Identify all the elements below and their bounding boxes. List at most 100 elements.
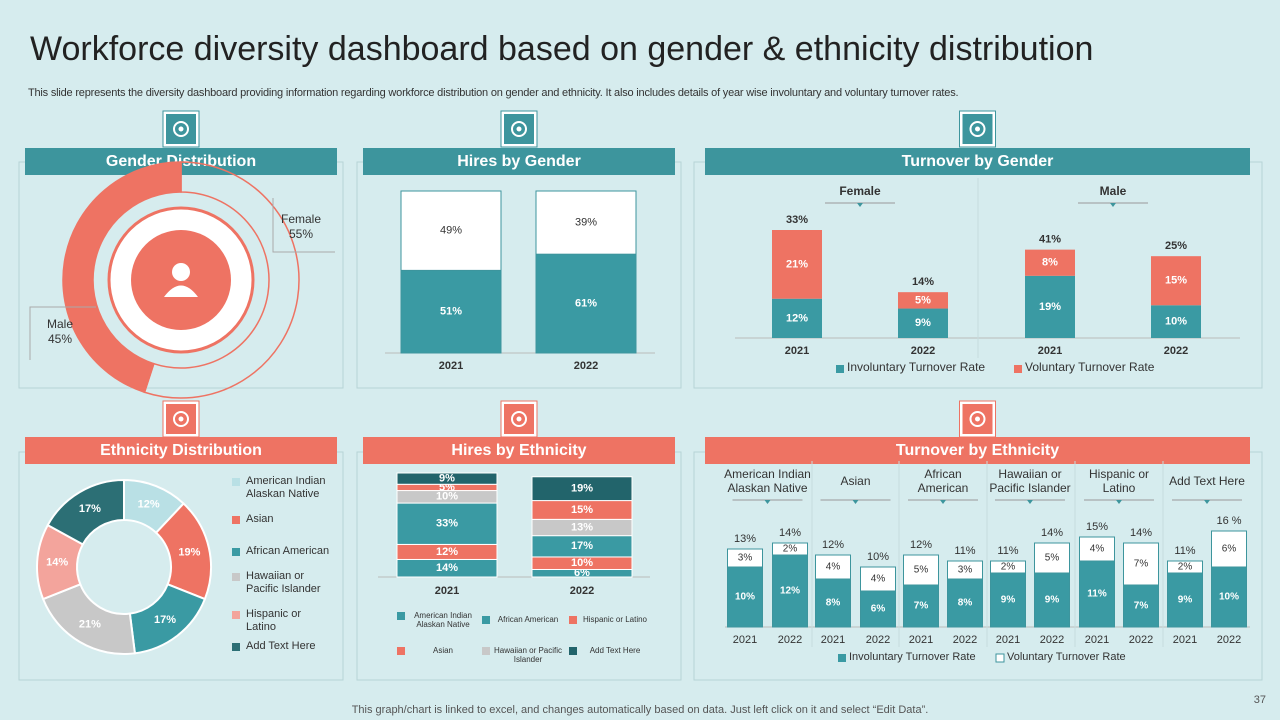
legend-swatch (232, 611, 240, 619)
x-tick-label: 2021 (733, 634, 757, 646)
legend-label: Involuntary Turnover Rate (849, 650, 976, 663)
bar-segment (1025, 249, 1075, 276)
segment-label: 8% (958, 598, 973, 609)
group-pointer (852, 500, 859, 504)
segment-label: 10% (1165, 316, 1187, 328)
x-tick-label: 2022 (953, 634, 977, 646)
bar-segment (1123, 542, 1159, 586)
ring-slice (143, 161, 300, 399)
bar-segment (1034, 572, 1070, 628)
bar-segment (727, 566, 763, 628)
panel-title: Hires by Ethnicity (451, 442, 586, 459)
panel-header (25, 437, 337, 464)
bar-segment (947, 578, 983, 628)
panel-title: Turnover by Ethnicity (896, 442, 1059, 459)
bar-segment (1167, 560, 1203, 574)
x-tick-label: 2021 (909, 634, 933, 646)
page-number: 37 (1253, 694, 1266, 706)
bar-segment (772, 554, 808, 628)
group-label: Add Text Here (1169, 474, 1245, 489)
segment-label: 5% (915, 294, 931, 306)
icon-glyph (969, 411, 986, 427)
panel-title: Turnover by Gender (902, 153, 1054, 170)
total-label: 15% (1086, 521, 1108, 533)
bar-segment (860, 566, 896, 592)
bar-segment (531, 476, 633, 502)
total-label: 16 % (1216, 515, 1241, 527)
total-label: 11% (954, 545, 975, 557)
group-pointer (1204, 500, 1210, 504)
group-label: Hispanic or Latino (1088, 467, 1150, 495)
legend-swatch (232, 643, 240, 651)
bar-segment (990, 560, 1026, 574)
group-pointer (764, 500, 771, 504)
donut-slice (46, 478, 125, 546)
segment-label: 33% (436, 518, 458, 530)
legend-swatch (232, 478, 240, 486)
bar-segment (1123, 584, 1159, 628)
group-pointer (940, 500, 946, 504)
bar-segment (1151, 305, 1201, 338)
bar-segment (400, 269, 502, 354)
segment-label: 6% (1222, 544, 1237, 555)
legend-swatch (232, 573, 240, 581)
x-tick-label: 2021 (996, 634, 1020, 646)
segment-label: 39% (575, 216, 597, 228)
legend-label: Asian (432, 645, 453, 655)
bar-segment (1034, 542, 1070, 574)
segment-label: 2% (1178, 562, 1193, 573)
legend-label: American Indian Alaskan Native (246, 475, 326, 500)
legend-label: Hawaiian or Pacific Islander (246, 570, 321, 595)
segment-label: 7% (1134, 601, 1149, 612)
segment-label: 13% (571, 521, 593, 533)
bar-segment (396, 502, 498, 545)
segment-label: 5% (914, 565, 929, 576)
x-tick-label: 2021 (821, 634, 845, 646)
segment-label: 8% (1042, 257, 1058, 269)
legend-swatch (232, 548, 240, 556)
panel-title: Ethnicity Distribution (100, 442, 262, 459)
bar-segment (1079, 536, 1115, 562)
x-tick-label: 2022 (1040, 634, 1064, 646)
segment-label: 21% (786, 258, 808, 270)
bar-segment (898, 292, 948, 309)
segment-label: 6% (871, 604, 886, 615)
legend-label: Asian (246, 513, 274, 525)
icon-glyph (969, 121, 986, 137)
total-label: 12% (822, 539, 844, 551)
legend-label: Voluntary Turnover Rate (1007, 650, 1126, 663)
x-tick-label: 2022 (1164, 345, 1188, 357)
segment-label: 12% (436, 546, 458, 558)
segment-label: 4% (826, 562, 841, 573)
group-label: Hawaiian or Pacific Islander (989, 467, 1071, 495)
group-pointer (1110, 203, 1116, 207)
panel-header (363, 148, 675, 175)
x-tick-label: 2022 (570, 585, 594, 597)
segment-label: 10% (571, 557, 593, 569)
bar-segment (815, 578, 851, 628)
group-label: Male (1099, 184, 1127, 199)
bar-segment (903, 554, 939, 586)
total-label: 41% (1039, 234, 1061, 246)
segment-label: 9% (439, 473, 455, 485)
x-tick-label: 2021 (1038, 345, 1062, 357)
segment-label: 2% (783, 544, 798, 555)
segment-label: 49% (440, 225, 462, 237)
slice-label: Female (281, 212, 321, 226)
segment-label: 6% (574, 567, 590, 579)
icon-glyph (516, 126, 522, 132)
icon-glyph (975, 416, 980, 422)
legend-swatch (569, 616, 577, 624)
legend-swatch (1014, 365, 1022, 373)
segment-label: 14% (436, 562, 458, 574)
icon-glyph (516, 416, 522, 422)
legend-label: Hispanic or Latino (582, 614, 648, 624)
group-label: African American (917, 467, 969, 495)
legend-swatch (397, 647, 405, 655)
icon-glyph (975, 126, 980, 132)
segment-label: 10% (735, 592, 755, 603)
bar-segment (1211, 530, 1247, 568)
legend-swatch (569, 647, 577, 655)
slice-value: 17% (154, 614, 176, 626)
bar-segment (396, 472, 498, 485)
